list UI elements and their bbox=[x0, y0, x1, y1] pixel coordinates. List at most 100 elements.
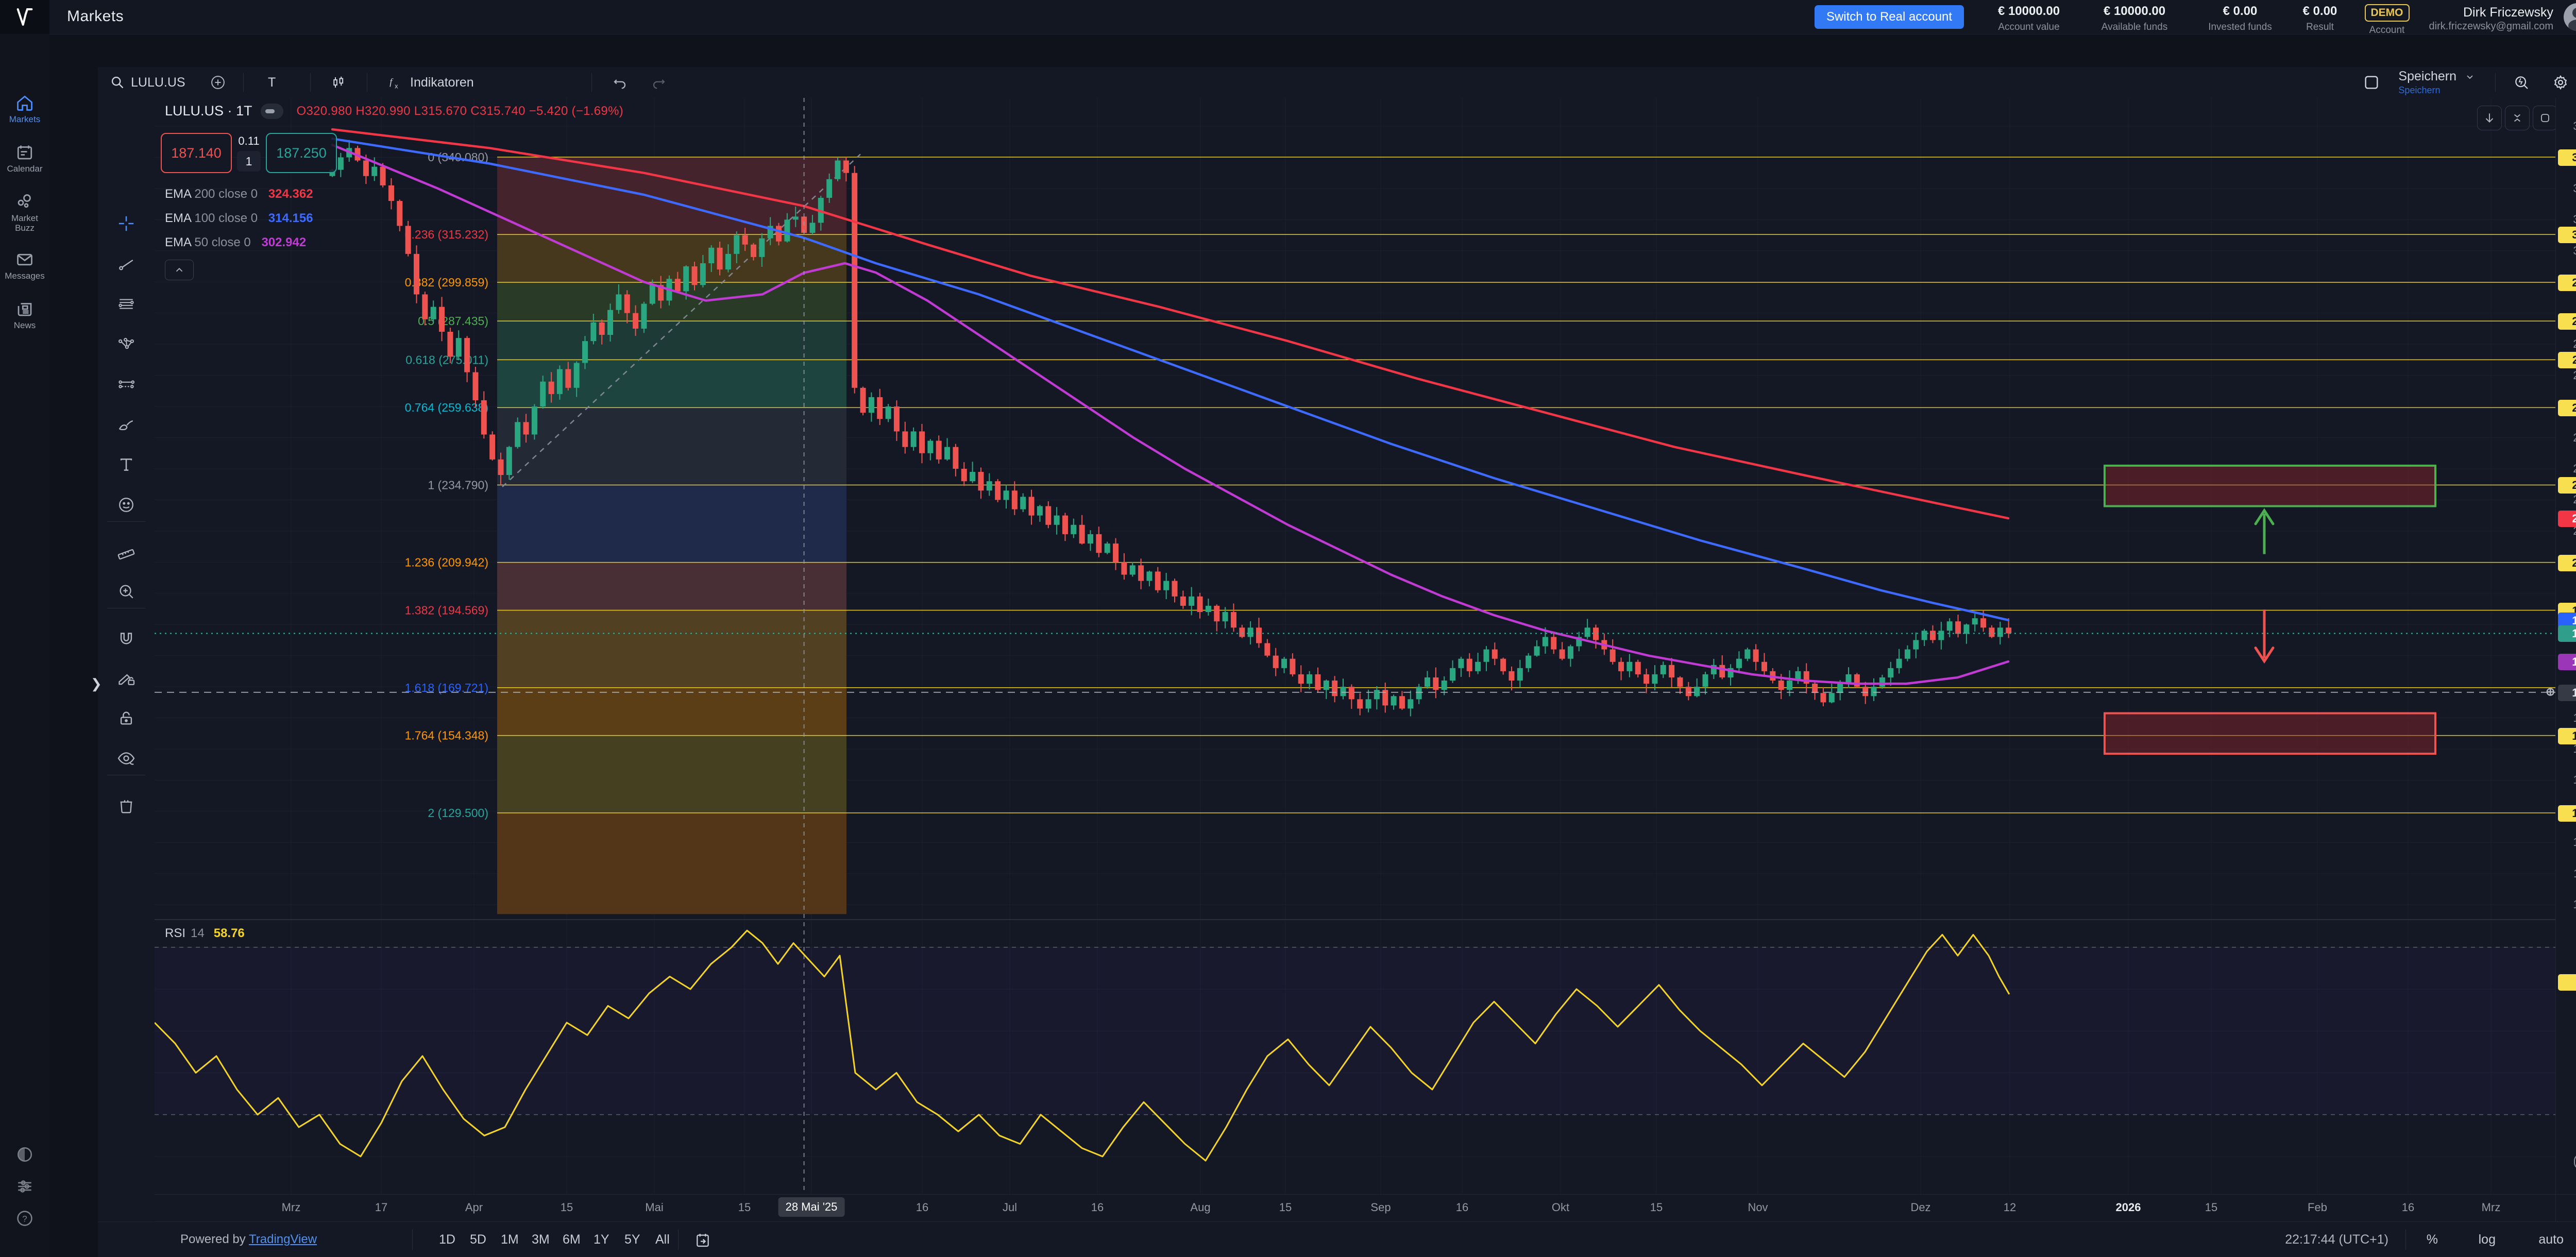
user-drawings bbox=[2104, 464, 2436, 755]
user-avatar[interactable] bbox=[2564, 3, 2576, 31]
layout-select-button[interactable] bbox=[2363, 67, 2380, 98]
clock-timezone-button[interactable]: 22:17:44 (UTC+1) bbox=[2285, 1232, 2388, 1247]
price-tick: 350.000 bbox=[2556, 120, 2576, 133]
text-tool-icon[interactable] bbox=[115, 453, 138, 476]
time-tick: Okt bbox=[1551, 1201, 1570, 1214]
chevron-down-icon bbox=[2467, 75, 2473, 79]
scroll-to-realtime-button[interactable] bbox=[2477, 106, 2502, 130]
sidebar-item-markets[interactable]: Markets bbox=[0, 94, 49, 124]
emoji-tool-icon[interactable] bbox=[115, 494, 138, 516]
sidebar-item-calendar[interactable]: Calendar bbox=[0, 143, 49, 174]
arrow-down-icon bbox=[2485, 113, 2494, 123]
remove-drawings-icon[interactable] bbox=[115, 794, 138, 817]
sidebar-item-messages[interactable]: Messages bbox=[0, 250, 49, 281]
drawing-mode-lock-icon[interactable] bbox=[115, 667, 138, 689]
zoom-in-tool-icon[interactable] bbox=[115, 580, 138, 603]
undo-button[interactable] bbox=[612, 67, 628, 98]
quick-search-button[interactable] bbox=[2513, 67, 2530, 98]
demo-account-badge: DEMO Account bbox=[2353, 4, 2420, 36]
range-button-6m[interactable]: 6M bbox=[563, 1232, 581, 1247]
price-label-129.500: 129.500 bbox=[2558, 805, 2576, 822]
range-button-3m[interactable]: 3M bbox=[532, 1232, 550, 1247]
price-tick: 310.000 bbox=[2556, 244, 2576, 258]
indicator-legend-ema50[interactable]: EMA 50 close 0 302.942 bbox=[165, 235, 307, 249]
interval-button[interactable]: T bbox=[268, 75, 276, 90]
page-title: Markets bbox=[67, 8, 124, 25]
chart-type-button[interactable] bbox=[331, 67, 346, 98]
crosshair-tool-icon[interactable] bbox=[115, 212, 138, 235]
percent-scale-button[interactable]: % bbox=[2426, 1232, 2438, 1247]
indicator-legend-ema100[interactable]: EMA 100 close 0 314.156 bbox=[165, 211, 313, 225]
range-button-1d[interactable]: 1D bbox=[439, 1232, 455, 1247]
time-tick: 15 bbox=[1279, 1201, 1292, 1214]
range-button-1m[interactable]: 1M bbox=[501, 1232, 519, 1247]
rsi-tick: 70.00 bbox=[2556, 941, 2576, 954]
sidebar-item-news[interactable]: News bbox=[0, 300, 49, 330]
collapse-pane-button[interactable] bbox=[2505, 106, 2530, 130]
sell-button[interactable]: 187.140 bbox=[161, 133, 232, 173]
fib-retracement-tool-icon[interactable] bbox=[115, 293, 138, 315]
price-tick: 280.000 bbox=[2556, 337, 2576, 351]
legend-visibility-pill[interactable] bbox=[260, 103, 283, 119]
rsi-legend[interactable]: RSI 14 58.76 bbox=[165, 926, 245, 940]
toolbar-collapse-handle[interactable]: ❯ bbox=[91, 676, 102, 691]
time-axis[interactable]: Mrz 17 Apr 15 Mai 15 28 Mai '25 16 Jul 16 Aug 15 Sep… bbox=[155, 1194, 2555, 1221]
help-icon[interactable]: ? bbox=[16, 1210, 33, 1227]
lock-all-drawings-icon[interactable] bbox=[115, 707, 138, 729]
auto-scale-button[interactable]: auto bbox=[2538, 1232, 2564, 1247]
brush-tool-icon[interactable] bbox=[115, 413, 138, 436]
legend-collapse-button[interactable] bbox=[165, 260, 194, 280]
range-button-all[interactable]: All bbox=[655, 1232, 670, 1247]
svg-text:?: ? bbox=[22, 1214, 27, 1224]
pattern-tool-icon[interactable] bbox=[115, 333, 138, 355]
axis-corner bbox=[2555, 1194, 2576, 1221]
chart-legend: LULU.US · 1T O320.980 H320.990 L315.670 … bbox=[165, 103, 623, 280]
redo-button[interactable] bbox=[651, 67, 667, 98]
ruler-tool-icon[interactable] bbox=[115, 540, 138, 563]
theme-contrast-icon[interactable] bbox=[16, 1146, 33, 1163]
go-to-date-button[interactable] bbox=[694, 1222, 711, 1257]
svg-text:0.5 (287.435): 0.5 (287.435) bbox=[418, 314, 488, 328]
hide-all-drawings-icon[interactable] bbox=[115, 747, 138, 770]
price-label-315.232: 315.232 bbox=[2558, 227, 2576, 243]
price-axis[interactable]: 350.000 330.000 320.000 310.000 280.000 270.0… bbox=[2546, 98, 2576, 1194]
ema-200-line bbox=[331, 128, 2010, 520]
range-button-1y[interactable]: 1Y bbox=[594, 1232, 609, 1247]
legend-symbol[interactable]: LULU.US · 1T bbox=[165, 103, 252, 118]
buy-button[interactable]: 187.250 bbox=[266, 133, 337, 173]
sidebar-item-market-buzz[interactable]: Market Buzz bbox=[0, 193, 49, 233]
quantity-field[interactable]: 1 bbox=[237, 151, 261, 172]
magnet-tool-icon[interactable] bbox=[115, 626, 138, 649]
rsi-value-label: 61.76 bbox=[2558, 974, 2576, 991]
chart-bottom-bar: Powered by TradingView 1D 5D 1M 3M 6M 1Y 5Y All… bbox=[98, 1221, 2576, 1257]
price-label-224.125: 224.125 bbox=[2558, 511, 2576, 527]
maximize-pane-button[interactable] bbox=[2533, 106, 2557, 130]
symbol-search-button[interactable]: LULU.US bbox=[110, 67, 185, 98]
trend-line-tool-icon[interactable] bbox=[115, 252, 138, 275]
price-tick: 250.000 bbox=[2556, 431, 2576, 445]
switch-to-real-account-button[interactable]: Switch to Real account bbox=[1815, 5, 1964, 29]
broker-logo-icon[interactable] bbox=[0, 0, 49, 34]
chart-settings-button[interactable] bbox=[2552, 67, 2569, 98]
log-scale-button[interactable]: log bbox=[2478, 1232, 2496, 1247]
range-button-5y[interactable]: 5Y bbox=[624, 1232, 640, 1247]
time-tick: Apr bbox=[465, 1201, 483, 1214]
indicator-legend-ema200[interactable]: EMA 200 close 0 324.362 bbox=[165, 187, 313, 201]
rsi-line bbox=[155, 929, 2010, 1162]
range-button-5d[interactable]: 5D bbox=[470, 1232, 486, 1247]
forecast-tool-icon[interactable] bbox=[115, 373, 138, 396]
svg-text:2 (129.500): 2 (129.500) bbox=[428, 806, 488, 820]
svg-text:1.382 (194.569): 1.382 (194.569) bbox=[405, 604, 488, 617]
time-tick: 16 bbox=[1091, 1201, 1104, 1214]
price-tick: 150.000 bbox=[2556, 742, 2576, 756]
price-chart-canvas[interactable]: 0 (340.080)0.236 (315.232)0.382 (299.859… bbox=[155, 98, 2555, 1194]
tradingview-link[interactable]: TradingView bbox=[248, 1232, 317, 1246]
price-label-234.790: 234.790 bbox=[2558, 477, 2576, 494]
price-label-275.011: 275.011 bbox=[2558, 352, 2576, 368]
rsi-tick: 50.00 bbox=[2556, 1024, 2576, 1038]
settings-sliders-icon[interactable] bbox=[16, 1178, 33, 1195]
price-tick: 110.000 bbox=[2556, 867, 2576, 880]
compare-add-symbol-button[interactable] bbox=[210, 67, 226, 98]
save-layout-button[interactable]: Speichern Speichern bbox=[2398, 67, 2476, 98]
